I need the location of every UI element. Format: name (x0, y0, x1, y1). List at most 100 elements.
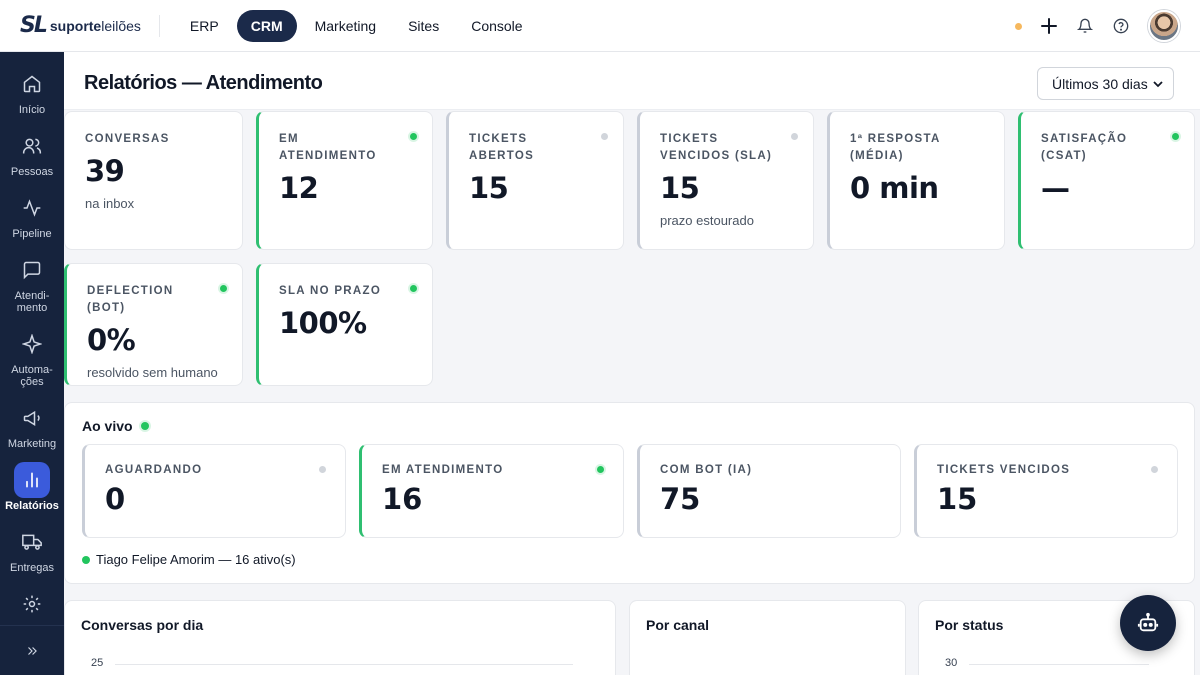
avatar[interactable] (1148, 10, 1180, 42)
kpi-subtext: resolvido sem humano (87, 365, 218, 380)
help-icon[interactable] (1112, 17, 1130, 35)
brand-mark: SL (20, 13, 48, 38)
sidebar-item-marketing[interactable]: Marketing (0, 400, 64, 450)
kpi-label: TICKETS VENCIDOS (SLA) (660, 133, 773, 162)
home-icon (14, 66, 50, 102)
kpi-value: 0% (87, 323, 136, 357)
status-dot (410, 133, 417, 140)
megaphone-icon (14, 400, 50, 436)
status-dot (319, 466, 326, 473)
top-bar: SL suporteleilões ERP CRM Marketing Site… (0, 0, 1200, 52)
nav-sites[interactable]: Sites (408, 17, 440, 34)
status-dot (597, 466, 604, 473)
sidebar-item-settings[interactable] (0, 586, 64, 622)
kpi-subtext: prazo estourado (660, 213, 754, 228)
bell-icon[interactable] (1076, 17, 1094, 35)
kpi-card: DEFLECTION (BOT) 0% resolvido sem humano (64, 263, 243, 386)
kpi-subtext: na inbox (85, 196, 135, 211)
status-dot (601, 133, 608, 140)
top-actions (1015, 0, 1180, 52)
period-select[interactable]: Últimos 30 dias (1037, 67, 1174, 100)
module-nav: ERP CRM Marketing Sites Console (176, 9, 537, 42)
kpi-label: SATISFAÇÃO (CSAT) (1041, 133, 1128, 162)
chevron-down-icon (1153, 80, 1163, 87)
divider (158, 14, 160, 37)
kpi-card: SLA NO PRAZO 100% (256, 263, 433, 386)
bot-assistant-button[interactable] (1120, 595, 1176, 651)
live-panel: Ao vivo AGUARDANDO 0 EM ATENDIMENTO 16 C… (64, 402, 1195, 584)
kpi-value: 100% (279, 306, 367, 340)
page-title: Relatórios — Atendimento (84, 72, 323, 94)
online-dot (82, 555, 90, 564)
chart-conversas-por-dia: Conversas por dia 25 (64, 600, 616, 675)
sidebar-expand-button[interactable] (0, 625, 64, 675)
status-dot (1151, 466, 1158, 473)
bar-chart-icon (14, 462, 50, 498)
pulse-icon (14, 190, 50, 226)
active-agent-text: Tiago Felipe Amorim — 16 ativo(s) (96, 552, 296, 567)
plus-icon[interactable] (1040, 17, 1058, 35)
sidebar-item-automacoes[interactable]: Automa- ções (0, 326, 64, 388)
nav-marketing[interactable]: Marketing (314, 17, 377, 34)
sidebar-item-label: Pipeline (12, 228, 52, 240)
live-card-value: 15 (937, 482, 978, 516)
live-card: TICKETS VENCIDOS 15 (914, 444, 1178, 538)
kpi-value: 12 (279, 171, 319, 205)
kpi-value: 39 (85, 154, 125, 188)
live-card-value: 75 (660, 482, 701, 516)
kpi-card: TICKETS VENCIDOS (SLA) 15 prazo estourad… (637, 111, 814, 250)
sidebar-item-label: Automa- ções (11, 364, 53, 388)
main-content: Relatórios — Atendimento Últimos 30 dias… (64, 52, 1200, 675)
people-icon (14, 128, 50, 164)
gridline (115, 664, 573, 665)
sidebar-item-relatorios[interactable]: Relatórios (0, 462, 64, 512)
live-card-label: COM BOT (IA) (660, 464, 753, 476)
gridline (969, 664, 1149, 665)
status-dot (220, 285, 227, 292)
live-card-label: TICKETS VENCIDOS (937, 464, 1071, 476)
sidebar-item-label: Pessoas (10, 166, 54, 178)
chart-title: Por canal (646, 617, 710, 633)
page-header: Relatórios — Atendimento Últimos 30 dias (64, 52, 1200, 110)
kpi-label: EM ATENDIMENTO (279, 133, 377, 162)
truck-icon (14, 524, 50, 560)
sidebar-item-inicio[interactable]: Início (0, 66, 64, 116)
kpi-card: SATISFAÇÃO (CSAT) — (1018, 111, 1195, 250)
nav-console[interactable]: Console (471, 17, 523, 34)
sidebar-item-label: Entregas (9, 562, 55, 574)
active-agent-row: Tiago Felipe Amorim — 16 ativo(s) (82, 552, 296, 567)
kpi-card: 1ª RESPOSTA (MÉDIA) 0 min (827, 111, 1005, 250)
period-select-value: Últimos 30 dias (1052, 75, 1148, 92)
brand-name: suporteleilões (49, 17, 141, 34)
kpi-card: TICKETS ABERTOS 15 (446, 111, 624, 250)
sidebar-item-entregas[interactable]: Entregas (0, 524, 64, 574)
sidebar-item-pipeline[interactable]: Pipeline (0, 190, 64, 240)
sparkle-icon (14, 326, 50, 362)
y-tick-label: 25 (91, 657, 104, 669)
live-card: AGUARDANDO 0 (82, 444, 346, 538)
live-title: Ao vivo (82, 418, 149, 434)
nav-erp[interactable]: ERP (189, 17, 219, 34)
chevrons-right-icon (28, 646, 37, 655)
sidebar-item-atendimento[interactable]: Atendi- mento (0, 252, 64, 314)
gear-icon (14, 586, 50, 622)
chart-title: Por status (935, 617, 1004, 633)
kpi-card: CONVERSAS 39 na inbox (64, 111, 243, 250)
kpi-label: DEFLECTION (BOT) (87, 285, 174, 314)
live-title-text: Ao vivo (82, 418, 133, 434)
kpi-value: — (1041, 171, 1070, 205)
sidebar-item-pessoas[interactable]: Pessoas (0, 128, 64, 178)
kpi-card: EM ATENDIMENTO 12 (256, 111, 433, 250)
status-indicator (1015, 22, 1022, 30)
brand-logo[interactable]: SL suporteleilões (0, 0, 141, 51)
sidebar: Início Pessoas Pipeline Atendi- mento Au… (0, 52, 64, 675)
chat-icon (14, 252, 50, 288)
live-card: COM BOT (IA) 75 (637, 444, 901, 538)
chart-title: Conversas por dia (81, 617, 204, 633)
kpi-label: TICKETS ABERTOS (469, 133, 535, 162)
status-dot (410, 285, 417, 292)
sidebar-item-label: Relatórios (5, 500, 59, 512)
sidebar-item-label: Atendi- mento (14, 290, 50, 314)
live-card-value: 16 (382, 482, 423, 516)
nav-crm[interactable]: CRM (236, 9, 297, 42)
